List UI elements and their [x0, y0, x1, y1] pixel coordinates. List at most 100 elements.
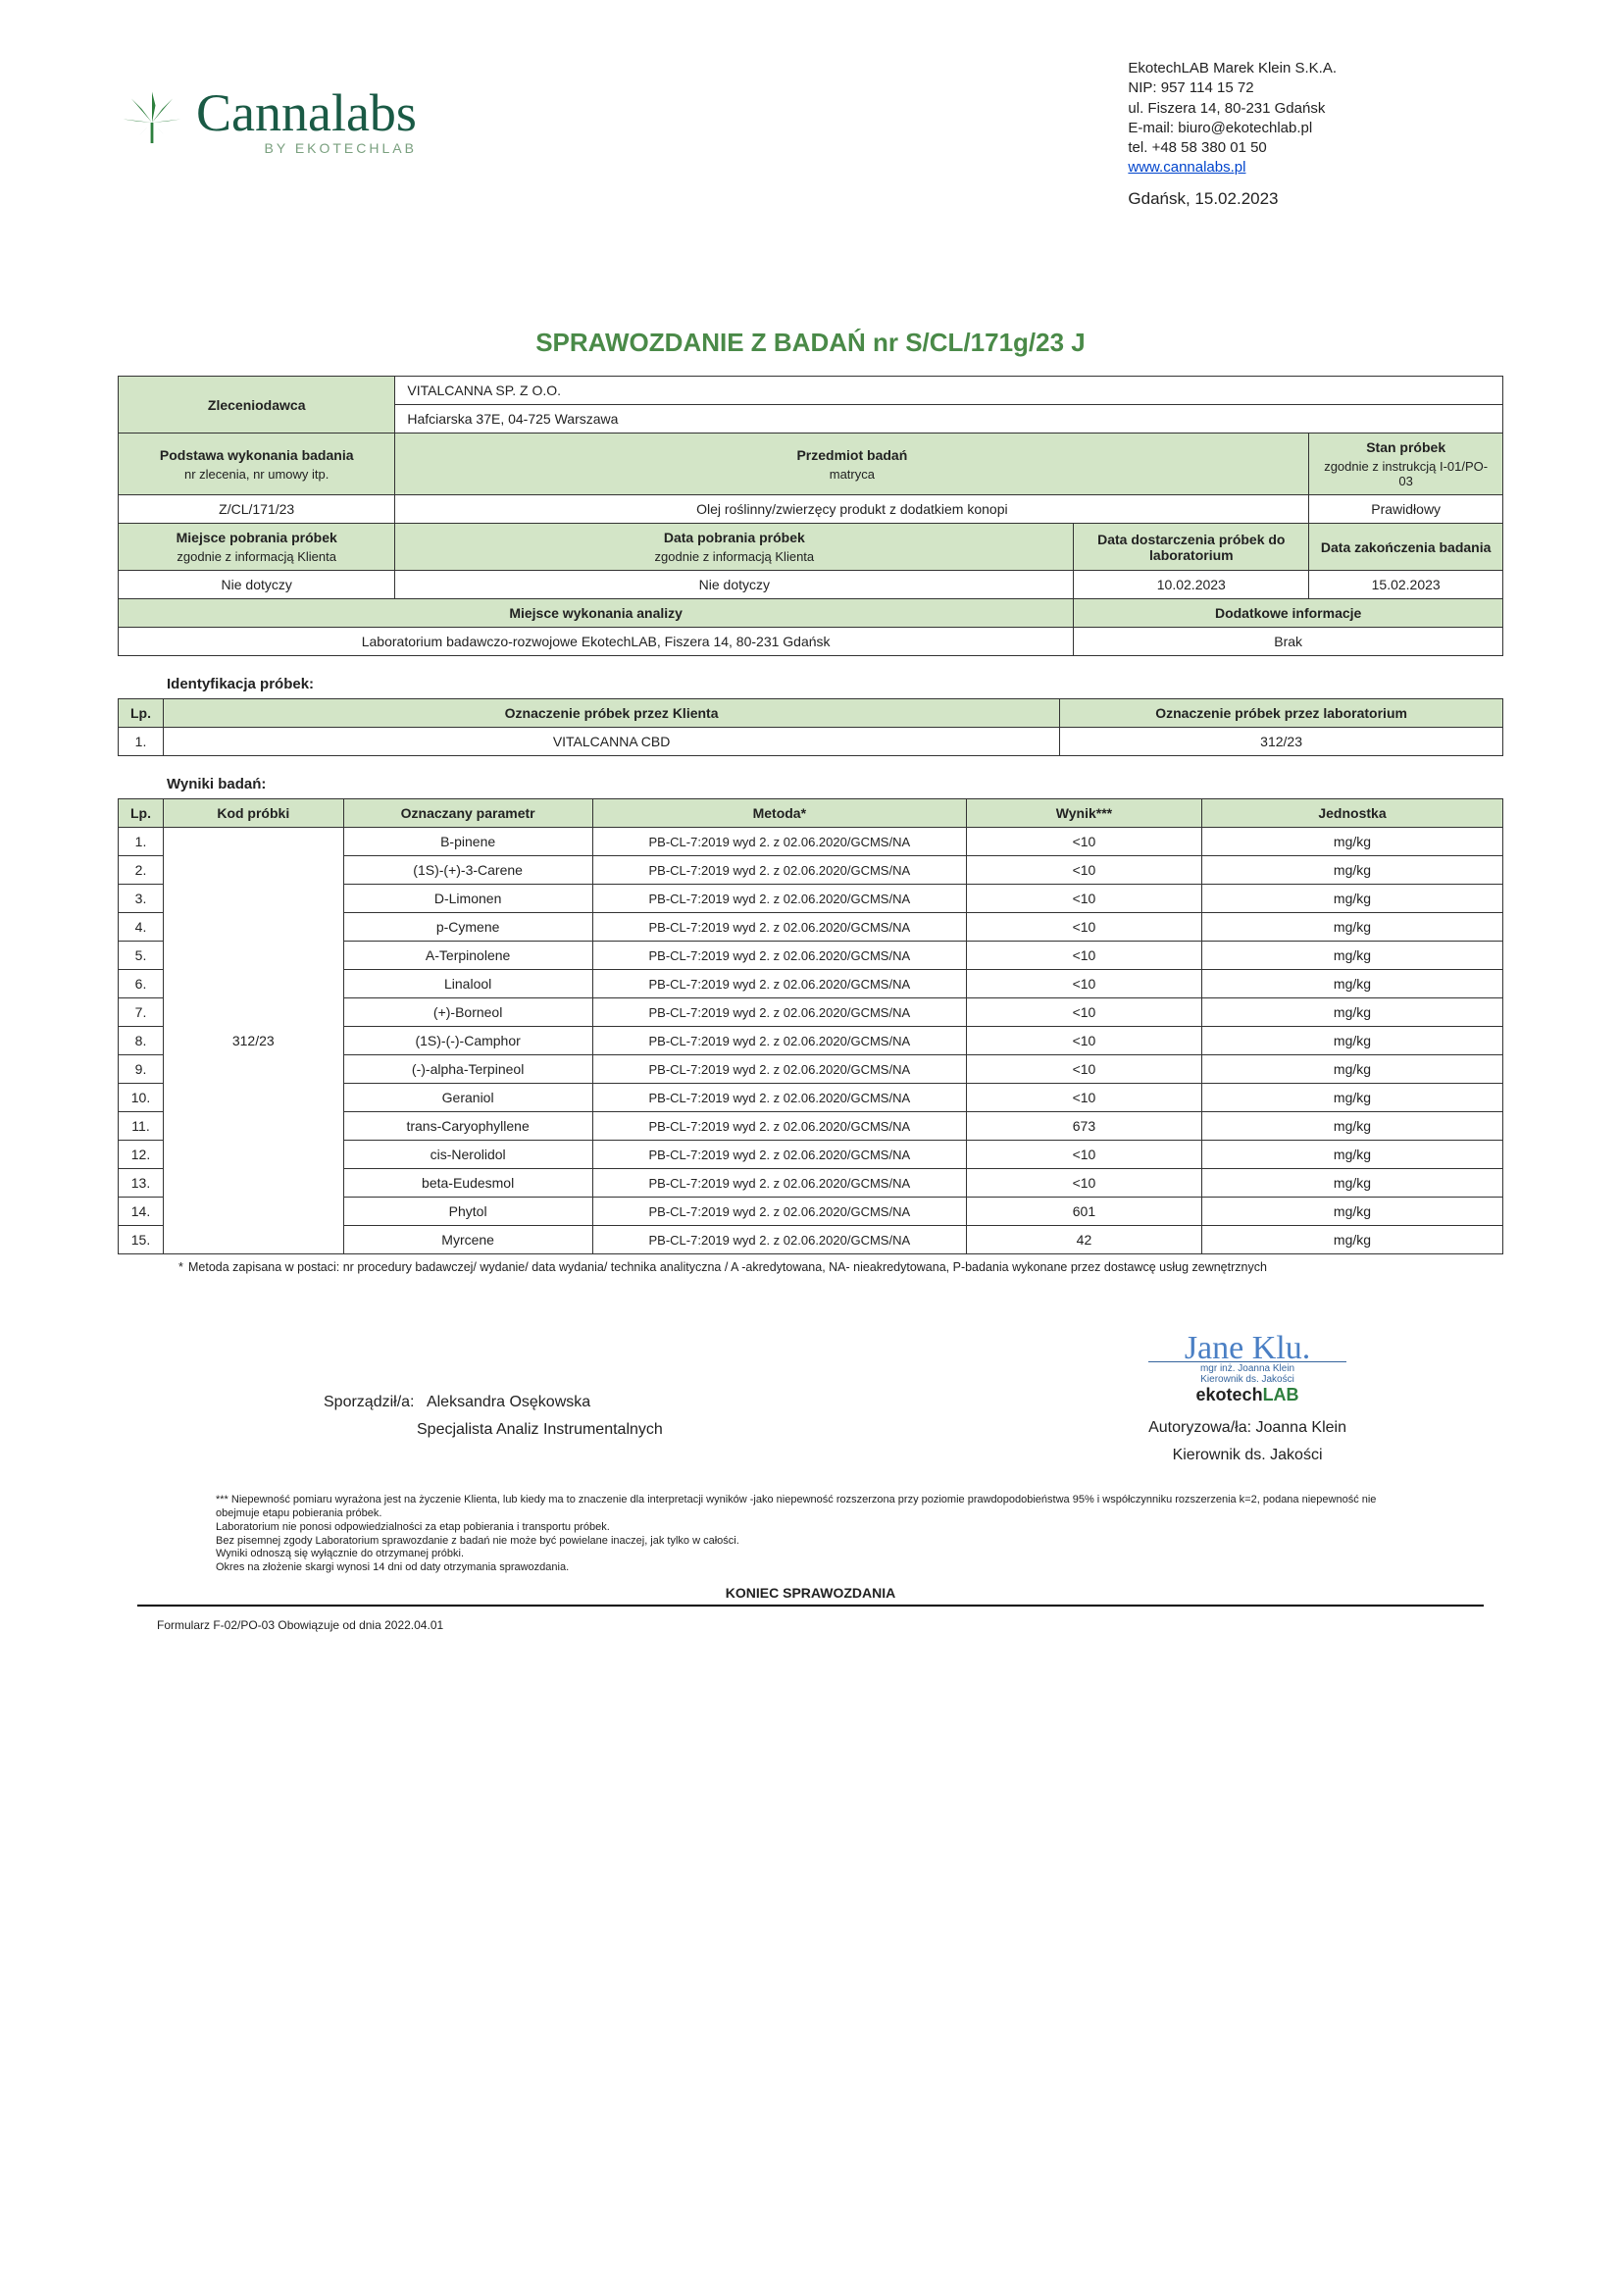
- cell-lp: 6.: [119, 970, 164, 998]
- auth-title: Kierownik ds. Jakości: [1148, 1447, 1346, 1464]
- cell-param: Geraniol: [343, 1084, 592, 1112]
- company-web[interactable]: www.cannalabs.pl: [1128, 159, 1245, 176]
- cell-param: (-)-alpha-Terpineol: [343, 1055, 592, 1084]
- stan-v: Prawidłowy: [1309, 495, 1503, 524]
- cell-jedn: mg/kg: [1201, 1055, 1502, 1084]
- signature-script: Jane Klu.: [1148, 1335, 1346, 1361]
- cell-param: A-Terpinolene: [343, 942, 592, 970]
- cell-metoda: PB-CL-7:2019 wyd 2. z 02.06.2020/GCMS/NA: [592, 1198, 966, 1226]
- cell-wynik: <10: [966, 913, 1201, 942]
- data-zak-h: Data zakończenia badania: [1309, 524, 1503, 571]
- cell-metoda: PB-CL-7:2019 wyd 2. z 02.06.2020/GCMS/NA: [592, 970, 966, 998]
- cell-jedn: mg/kg: [1201, 1198, 1502, 1226]
- cell-lp: 4.: [119, 913, 164, 942]
- info-table: Zleceniodawca VITALCANNA SP. Z O.O. Hafc…: [118, 376, 1503, 656]
- cell-wynik: <10: [966, 1169, 1201, 1198]
- cell-wynik: <10: [966, 1141, 1201, 1169]
- cannabis-leaf-icon: [118, 88, 186, 157]
- client-name: VITALCANNA SP. Z O.O.: [395, 377, 1503, 405]
- cell-metoda: PB-CL-7:2019 wyd 2. z 02.06.2020/GCMS/NA: [592, 1141, 966, 1169]
- cell-jedn: mg/kg: [1201, 970, 1502, 998]
- stan-h: Stan próbek zgodnie z instrukcją I-01/PO…: [1309, 434, 1503, 495]
- cell-wynik: 42: [966, 1226, 1201, 1254]
- ident-klient-v: VITALCANNA CBD: [164, 728, 1060, 756]
- method-note: *Metoda zapisana w postaci: nr procedury…: [157, 1260, 1464, 1276]
- cell-wynik: <10: [966, 970, 1201, 998]
- cell-lp: 15.: [119, 1226, 164, 1254]
- cell-jedn: mg/kg: [1201, 1169, 1502, 1198]
- data-pob-h: Data pobrania próbek zgodnie z informacj…: [395, 524, 1074, 571]
- sig-left: Sporządził/a: Aleksandra Osękowska Specj…: [324, 1335, 663, 1464]
- res-h-lp: Lp.: [119, 799, 164, 828]
- data-pob-h-txt: Data pobrania próbek: [403, 530, 1065, 545]
- zleceniodawca-label: Zleceniodawca: [119, 377, 395, 434]
- przedmiot-v: Olej roślinny/zwierzęcy produkt z dodatk…: [395, 495, 1309, 524]
- cell-lp: 10.: [119, 1084, 164, 1112]
- city-date: Gdańsk, 15.02.2023: [1128, 188, 1337, 211]
- cell-lp: 5.: [119, 942, 164, 970]
- cell-wynik: <10: [966, 998, 1201, 1027]
- company-tel: tel. +48 58 380 01 50: [1128, 138, 1337, 158]
- company-info: EkotechLAB Marek Klein S.K.A. NIP: 957 1…: [1128, 59, 1337, 210]
- cell-param: (+)-Borneol: [343, 998, 592, 1027]
- cell-wynik: <10: [966, 1027, 1201, 1055]
- cell-wynik: <10: [966, 856, 1201, 885]
- disclaimer: *** Niepewność pomiaru wyrażona jest na …: [216, 1494, 1405, 1575]
- ident-lab-v: 312/23: [1060, 728, 1503, 756]
- cell-lp: 2.: [119, 856, 164, 885]
- cell-param: Phytol: [343, 1198, 592, 1226]
- cell-jedn: mg/kg: [1201, 1141, 1502, 1169]
- cell-jedn: mg/kg: [1201, 1027, 1502, 1055]
- podstawa-v: Z/CL/171/23: [119, 495, 395, 524]
- cell-metoda: PB-CL-7:2019 wyd 2. z 02.06.2020/GCMS/NA: [592, 1169, 966, 1198]
- cell-wynik: <10: [966, 885, 1201, 913]
- cell-lp: 11.: [119, 1112, 164, 1141]
- form-version: Formularz F-02/PO-03 Obowiązuje od dnia …: [157, 1618, 1464, 1632]
- data-dost-h: Data dostarczenia próbek do laboratorium: [1074, 524, 1309, 571]
- results-title: Wyniki badań:: [167, 776, 1503, 792]
- cell-jedn: mg/kg: [1201, 1112, 1502, 1141]
- cell-param: D-Limonen: [343, 885, 592, 913]
- stamp-title: Kierownik ds. Jakości: [1200, 1374, 1294, 1385]
- cell-lp: 1.: [119, 828, 164, 856]
- company-name: EkotechLAB Marek Klein S.K.A.: [1128, 59, 1337, 78]
- res-h-wynik: Wynik***: [966, 799, 1201, 828]
- header: Cannalabs BY EKOTECHLAB EkotechLAB Marek…: [118, 59, 1503, 210]
- przedmiot-h: Przedmiot badań matryca: [395, 434, 1309, 495]
- auth-label: Autoryzowa/ła: Joanna Klein: [1148, 1419, 1346, 1437]
- cell-jedn: mg/kg: [1201, 885, 1502, 913]
- przedmiot-sub: matryca: [403, 467, 1300, 482]
- table-row: 1.312/23B-pinenePB-CL-7:2019 wyd 2. z 02…: [119, 828, 1503, 856]
- cell-wynik: 673: [966, 1112, 1201, 1141]
- cell-metoda: PB-CL-7:2019 wyd 2. z 02.06.2020/GCMS/NA: [592, 1084, 966, 1112]
- cell-metoda: PB-CL-7:2019 wyd 2. z 02.06.2020/GCMS/NA: [592, 1112, 966, 1141]
- ekotech-logo-1: ekotech: [1196, 1385, 1263, 1404]
- cell-metoda: PB-CL-7:2019 wyd 2. z 02.06.2020/GCMS/NA: [592, 913, 966, 942]
- logo-text-block: Cannalabs BY EKOTECHLAB: [196, 89, 417, 157]
- logo-sub: BY EKOTECHLAB: [196, 140, 417, 156]
- podstawa-h-txt: Podstawa wykonania badania: [127, 447, 386, 463]
- res-h-param: Oznaczany parametr: [343, 799, 592, 828]
- cell-jedn: mg/kg: [1201, 856, 1502, 885]
- ekotech-logo-2: LAB: [1263, 1385, 1299, 1404]
- cell-param: (1S)-(-)-Camphor: [343, 1027, 592, 1055]
- res-h-metoda: Metoda*: [592, 799, 966, 828]
- przedmiot-h-txt: Przedmiot badań: [403, 447, 1300, 463]
- data-pob-sub: zgodnie z informacją Klienta: [403, 549, 1065, 564]
- logo: Cannalabs BY EKOTECHLAB: [118, 88, 417, 157]
- ident-lab-h: Oznaczenie próbek przez laboratorium: [1060, 699, 1503, 728]
- cell-lp: 13.: [119, 1169, 164, 1198]
- company-address: ul. Fiszera 14, 80-231 Gdańsk: [1128, 99, 1337, 119]
- client-addr: Hafciarska 37E, 04-725 Warszawa: [395, 405, 1503, 434]
- cell-metoda: PB-CL-7:2019 wyd 2. z 02.06.2020/GCMS/NA: [592, 1027, 966, 1055]
- data-zak-v: 15.02.2023: [1309, 571, 1503, 599]
- dodatkowe-v: Brak: [1074, 628, 1503, 656]
- cell-metoda: PB-CL-7:2019 wyd 2. z 02.06.2020/GCMS/NA: [592, 1055, 966, 1084]
- cell-metoda: PB-CL-7:2019 wyd 2. z 02.06.2020/GCMS/NA: [592, 942, 966, 970]
- res-h-jedn: Jednostka: [1201, 799, 1502, 828]
- cell-jedn: mg/kg: [1201, 942, 1502, 970]
- sig-right: Jane Klu. mgr inż. Joanna Klein Kierowni…: [1148, 1335, 1346, 1464]
- miejsce-wyk-v: Laboratorium badawczo-rozwojowe EkotechL…: [119, 628, 1074, 656]
- miejsce-pob-h-txt: Miejsce pobrania próbek: [127, 530, 386, 545]
- data-pob-v: Nie dotyczy: [395, 571, 1074, 599]
